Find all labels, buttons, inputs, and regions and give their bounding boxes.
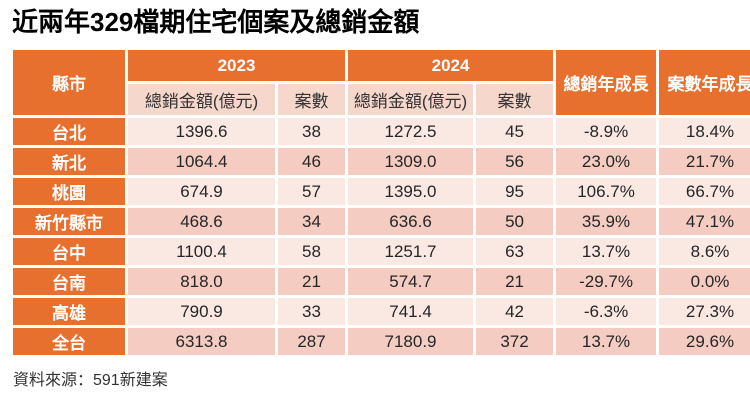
sales-growth-cell: 35.9% xyxy=(556,208,657,236)
year-2023-group-header: 2023 xyxy=(128,50,346,82)
count-2024-cell: 63 xyxy=(476,238,554,266)
amount-2024-cell: 1272.5 xyxy=(348,118,474,146)
amount-2023-cell: 1064.4 xyxy=(128,148,275,176)
sales-growth-cell: -29.7% xyxy=(556,268,657,296)
city-cell: 新竹縣市 xyxy=(13,208,125,236)
city-cell: 桃園 xyxy=(13,178,125,206)
count-2024-cell: 45 xyxy=(476,118,554,146)
count-2023-cell: 34 xyxy=(278,208,346,236)
amount-2024-cell: 574.7 xyxy=(348,268,474,296)
count-2024-cell: 56 xyxy=(476,148,554,176)
subheader-2023-amount: 總銷金額(億元) xyxy=(128,84,275,116)
table-row-newtaipei: 新北 1064.4 46 1309.0 56 23.0% 21.7% xyxy=(13,148,750,176)
amount-2023-cell: 1396.6 xyxy=(128,118,275,146)
sales-growth-cell: 13.7% xyxy=(556,328,657,356)
sales-growth-cell: 13.7% xyxy=(556,238,657,266)
page-title: 近兩年329檔期住宅個案及總銷金額 xyxy=(12,7,420,37)
amount-2023-cell: 468.6 xyxy=(128,208,275,236)
table-row-taoyuan: 桃園 674.9 57 1395.0 95 106.7% 66.7% xyxy=(13,178,750,206)
amount-2023-cell: 818.0 xyxy=(128,268,275,296)
sales-growth-cell: 106.7% xyxy=(556,178,657,206)
amount-2024-cell: 7180.9 xyxy=(348,328,474,356)
count-2024-cell: 50 xyxy=(476,208,554,236)
sales-growth-cell: 23.0% xyxy=(556,148,657,176)
subheader-2024-count: 案數 xyxy=(476,84,554,116)
housing-data-table: 縣市 2023 2024 總銷年成長 案數年成長 總銷金額(億元) 案數 總銷金… xyxy=(10,47,750,358)
city-cell: 新北 xyxy=(13,148,125,176)
count-2023-cell: 58 xyxy=(278,238,346,266)
count-growth-cell: 29.6% xyxy=(659,328,750,356)
count-2024-cell: 21 xyxy=(476,268,554,296)
county-column-header: 縣市 xyxy=(13,50,125,116)
count-2024-cell: 95 xyxy=(476,178,554,206)
table-row-tainan: 台南 818.0 21 574.7 21 -29.7% 0.0% xyxy=(13,268,750,296)
count-2023-cell: 21 xyxy=(278,268,346,296)
amount-2023-cell: 6313.8 xyxy=(128,328,275,356)
count-growth-cell: 47.1% xyxy=(659,208,750,236)
sales-growth-column-header: 總銷年成長 xyxy=(556,50,657,116)
year-2024-group-header: 2024 xyxy=(348,50,554,82)
count-2024-cell: 372 xyxy=(476,328,554,356)
city-cell: 台北 xyxy=(13,118,125,146)
table-row-kaohsiung: 高雄 790.9 33 741.4 42 -6.3% 27.3% xyxy=(13,298,750,326)
count-growth-cell: 8.6% xyxy=(659,238,750,266)
city-cell: 全台 xyxy=(13,328,125,356)
count-growth-cell: 18.4% xyxy=(659,118,750,146)
table-row-taipei: 台北 1396.6 38 1272.5 45 -8.9% 18.4% xyxy=(13,118,750,146)
city-cell: 高雄 xyxy=(13,298,125,326)
city-cell: 台中 xyxy=(13,238,125,266)
city-cell: 台南 xyxy=(13,268,125,296)
source-note: 資料來源：591新建案 xyxy=(13,372,168,390)
count-growth-cell: 0.0% xyxy=(659,268,750,296)
amount-2024-cell: 1395.0 xyxy=(348,178,474,206)
amount-2023-cell: 674.9 xyxy=(128,178,275,206)
amount-2024-cell: 741.4 xyxy=(348,298,474,326)
sales-growth-cell: -6.3% xyxy=(556,298,657,326)
subheader-2024-amount: 總銷金額(億元) xyxy=(348,84,474,116)
sales-growth-cell: -8.9% xyxy=(556,118,657,146)
amount-2023-cell: 1100.4 xyxy=(128,238,275,266)
count-2023-cell: 46 xyxy=(278,148,346,176)
table-row-total: 全台 6313.8 287 7180.9 372 13.7% 29.6% xyxy=(13,328,750,356)
amount-2024-cell: 1309.0 xyxy=(348,148,474,176)
count-growth-cell: 21.7% xyxy=(659,148,750,176)
subheader-2023-count: 案數 xyxy=(278,84,346,116)
count-growth-column-header: 案數年成長 xyxy=(659,50,750,116)
count-2023-cell: 57 xyxy=(278,178,346,206)
count-2023-cell: 287 xyxy=(278,328,346,356)
count-growth-cell: 27.3% xyxy=(659,298,750,326)
amount-2023-cell: 790.9 xyxy=(128,298,275,326)
amount-2024-cell: 1251.7 xyxy=(348,238,474,266)
count-2023-cell: 38 xyxy=(278,118,346,146)
table-row-taichung: 台中 1100.4 58 1251.7 63 13.7% 8.6% xyxy=(13,238,750,266)
amount-2024-cell: 636.6 xyxy=(348,208,474,236)
count-2023-cell: 33 xyxy=(278,298,346,326)
table-row-hsinchu: 新竹縣市 468.6 34 636.6 50 35.9% 47.1% xyxy=(13,208,750,236)
count-2024-cell: 42 xyxy=(476,298,554,326)
count-growth-cell: 66.7% xyxy=(659,178,750,206)
